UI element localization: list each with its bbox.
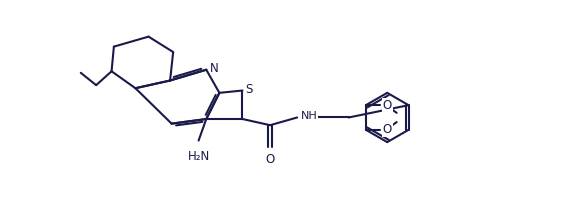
Text: NH: NH [301,111,318,121]
Text: S: S [246,83,253,96]
Text: O: O [265,153,275,166]
Text: N: N [210,62,219,75]
Text: O: O [383,99,392,112]
Text: O: O [383,123,392,136]
Text: H₂N: H₂N [187,150,210,163]
